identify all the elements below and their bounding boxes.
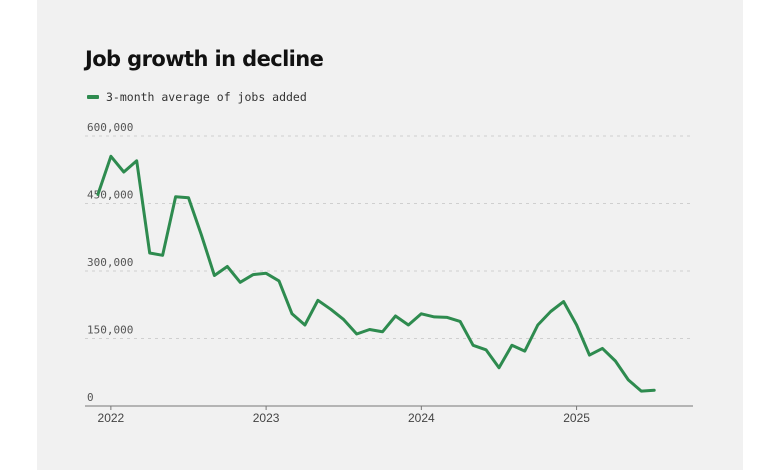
data-point — [226, 265, 229, 268]
data-point — [265, 272, 268, 275]
data-point — [291, 312, 294, 315]
chart-title: Job growth in decline — [85, 47, 324, 71]
data-point — [575, 324, 578, 327]
x-tick-label: 2023 — [253, 411, 280, 425]
data-point — [523, 350, 526, 353]
data-point — [303, 324, 306, 327]
data-point — [433, 315, 436, 318]
x-tick-label: 2024 — [408, 411, 435, 425]
data-point — [510, 344, 513, 347]
data-point — [614, 360, 617, 363]
legend-swatch — [87, 95, 99, 99]
data-point — [200, 234, 203, 237]
data-point — [148, 252, 151, 255]
data-point — [536, 324, 539, 327]
data-point — [407, 324, 410, 327]
data-point — [446, 316, 449, 319]
data-point — [549, 310, 552, 313]
data-point — [316, 299, 319, 302]
data-point — [342, 318, 345, 321]
data-point — [174, 195, 177, 198]
data-point — [278, 279, 281, 282]
y-tick-label: 450,000 — [87, 189, 133, 202]
y-tick-label: 0 — [87, 391, 94, 404]
data-point — [252, 273, 255, 276]
y-tick-label: 300,000 — [87, 256, 133, 269]
data-point — [135, 159, 138, 162]
data-point — [368, 328, 371, 331]
data-point — [161, 254, 164, 257]
legend-label: 3-month average of jobs added — [106, 90, 307, 104]
data-point — [420, 312, 423, 315]
data-point — [601, 347, 604, 350]
data-point — [640, 390, 643, 393]
chart-card: Job growth in decline 3-month average of… — [37, 0, 743, 470]
data-point — [627, 378, 630, 381]
data-point — [381, 330, 384, 333]
series-line — [96, 154, 656, 393]
line-chart: 0 150,000 300,000 450,000 600,000 2022 2023 202… — [85, 121, 693, 425]
chart-legend: 3-month average of jobs added — [87, 90, 307, 104]
data-point — [355, 333, 358, 336]
y-tick-label: 600,000 — [87, 121, 133, 134]
data-point — [239, 281, 242, 284]
data-point — [485, 348, 488, 351]
data-point — [109, 155, 112, 158]
data-point — [459, 320, 462, 323]
x-tick-label: 2022 — [98, 411, 125, 425]
data-point — [122, 171, 125, 174]
data-point — [472, 344, 475, 347]
data-point — [498, 366, 501, 369]
data-point — [562, 300, 565, 303]
data-point — [187, 196, 190, 199]
data-point — [394, 315, 397, 318]
y-tick-label: 150,000 — [87, 324, 133, 337]
data-point — [588, 354, 591, 357]
x-tick-label: 2025 — [563, 411, 590, 425]
data-point — [213, 274, 216, 277]
data-point — [96, 193, 99, 196]
data-point — [329, 308, 332, 311]
data-point — [653, 389, 656, 392]
